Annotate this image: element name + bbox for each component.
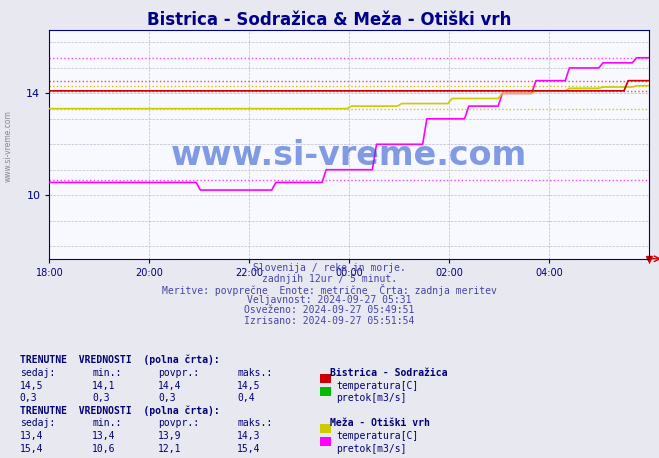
Text: Meritve: povprečne  Enote: metrične  Črta: zadnja meritev: Meritve: povprečne Enote: metrične Črta:… bbox=[162, 284, 497, 296]
Text: 0,4: 0,4 bbox=[237, 393, 255, 403]
Text: Veljavnost: 2024-09-27 05:31: Veljavnost: 2024-09-27 05:31 bbox=[247, 295, 412, 305]
Text: pretok[m3/s]: pretok[m3/s] bbox=[336, 444, 407, 454]
Text: www.si-vreme.com: www.si-vreme.com bbox=[171, 139, 527, 172]
Text: sedaj:: sedaj: bbox=[20, 368, 55, 378]
Text: temperatura[C]: temperatura[C] bbox=[336, 381, 418, 391]
Text: min.:: min.: bbox=[92, 368, 122, 378]
Text: Osveženo: 2024-09-27 05:49:51: Osveženo: 2024-09-27 05:49:51 bbox=[244, 305, 415, 316]
Text: temperatura[C]: temperatura[C] bbox=[336, 431, 418, 441]
Text: 0,3: 0,3 bbox=[158, 393, 176, 403]
Text: 14,1: 14,1 bbox=[92, 381, 116, 391]
Text: povpr.:: povpr.: bbox=[158, 418, 199, 428]
Text: min.:: min.: bbox=[92, 418, 122, 428]
Text: www.si-vreme.com: www.si-vreme.com bbox=[3, 111, 13, 182]
Text: 13,9: 13,9 bbox=[158, 431, 182, 441]
Text: Meža - Otiški vrh: Meža - Otiški vrh bbox=[330, 418, 430, 428]
Text: 15,4: 15,4 bbox=[237, 444, 261, 454]
Text: 13,4: 13,4 bbox=[20, 431, 43, 441]
Text: Izrisano: 2024-09-27 05:51:54: Izrisano: 2024-09-27 05:51:54 bbox=[244, 316, 415, 326]
Text: sedaj:: sedaj: bbox=[20, 418, 55, 428]
Text: TRENUTNE  VREDNOSTI  (polna črta):: TRENUTNE VREDNOSTI (polna črta): bbox=[20, 405, 219, 416]
Text: 14,5: 14,5 bbox=[237, 381, 261, 391]
Text: Bistrica - Sodražica: Bistrica - Sodražica bbox=[330, 368, 447, 378]
Text: 0,3: 0,3 bbox=[20, 393, 38, 403]
Text: 15,4: 15,4 bbox=[20, 444, 43, 454]
Text: 14,3: 14,3 bbox=[237, 431, 261, 441]
Text: zadnjih 12ur / 5 minut.: zadnjih 12ur / 5 minut. bbox=[262, 274, 397, 284]
Text: 14,4: 14,4 bbox=[158, 381, 182, 391]
Text: pretok[m3/s]: pretok[m3/s] bbox=[336, 393, 407, 403]
Text: 14,5: 14,5 bbox=[20, 381, 43, 391]
Text: 12,1: 12,1 bbox=[158, 444, 182, 454]
Text: maks.:: maks.: bbox=[237, 368, 272, 378]
Text: 0,3: 0,3 bbox=[92, 393, 110, 403]
Text: povpr.:: povpr.: bbox=[158, 368, 199, 378]
Text: TRENUTNE  VREDNOSTI  (polna črta):: TRENUTNE VREDNOSTI (polna črta): bbox=[20, 355, 219, 365]
Text: Bistrica - Sodražica & Meža - Otiški vrh: Bistrica - Sodražica & Meža - Otiški vrh bbox=[148, 11, 511, 29]
Text: 10,6: 10,6 bbox=[92, 444, 116, 454]
Text: Slovenija / reke in morje.: Slovenija / reke in morje. bbox=[253, 263, 406, 273]
Text: 13,4: 13,4 bbox=[92, 431, 116, 441]
Text: maks.:: maks.: bbox=[237, 418, 272, 428]
